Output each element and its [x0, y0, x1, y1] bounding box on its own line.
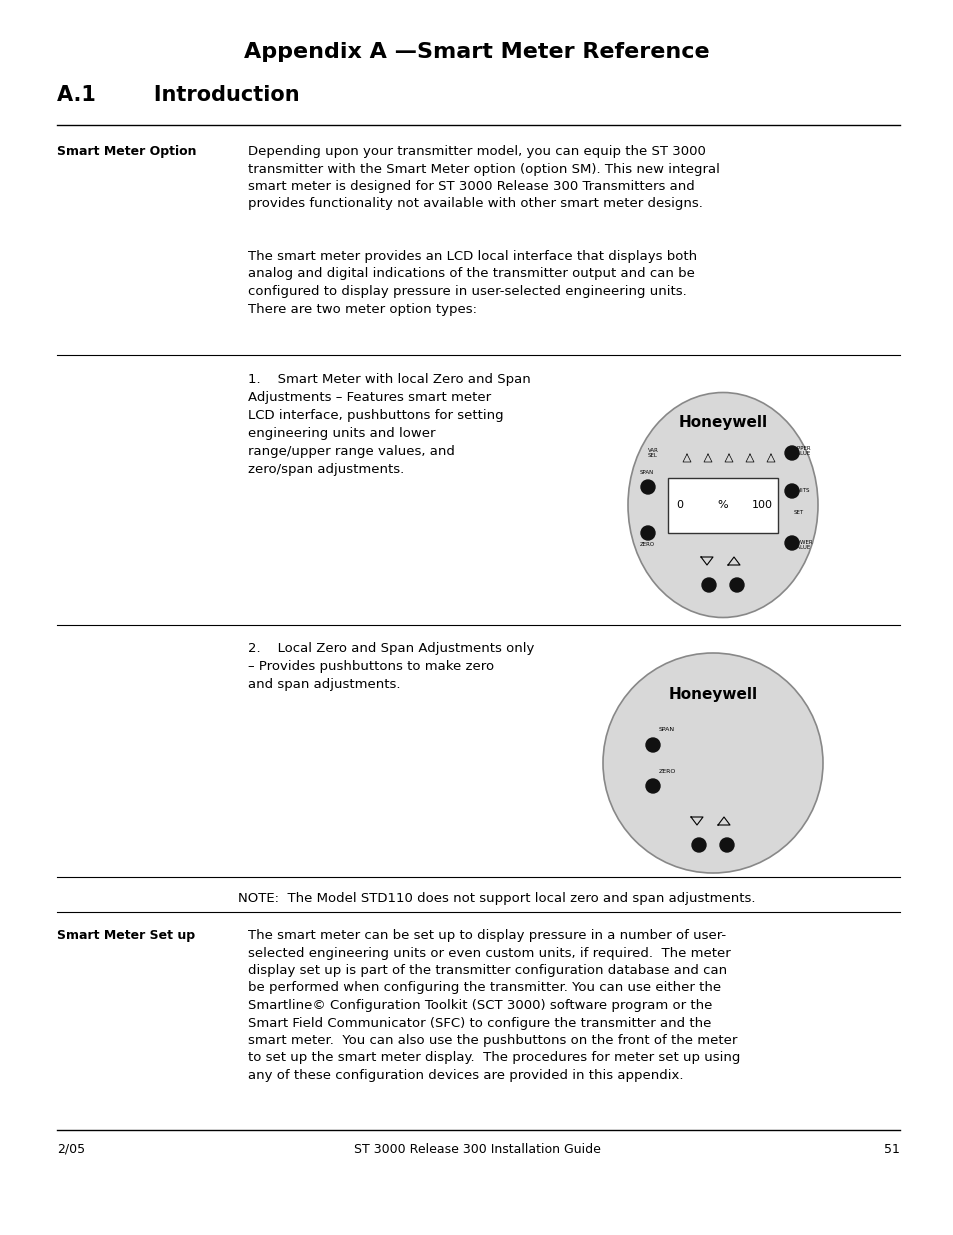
- Text: A.1        Introduction: A.1 Introduction: [57, 85, 299, 105]
- Circle shape: [640, 480, 655, 494]
- Text: SPAN: SPAN: [659, 727, 675, 732]
- Text: ZERO: ZERO: [659, 769, 676, 774]
- Text: VAR
SEL: VAR SEL: [647, 447, 658, 458]
- Text: 2.    Local Zero and Span Adjustments only
– Provides pushbuttons to make zero
a: 2. Local Zero and Span Adjustments only …: [248, 642, 534, 692]
- Text: 51: 51: [883, 1144, 899, 1156]
- Text: 0: 0: [676, 500, 682, 510]
- Text: Smart Meter Option: Smart Meter Option: [57, 144, 196, 158]
- Text: 2/05: 2/05: [57, 1144, 85, 1156]
- Text: Depending upon your transmitter model, you can equip the ST 3000
transmitter wit: Depending upon your transmitter model, y…: [248, 144, 720, 210]
- Circle shape: [784, 446, 799, 459]
- Circle shape: [645, 739, 659, 752]
- Text: Honeywell: Honeywell: [678, 415, 767, 431]
- FancyBboxPatch shape: [667, 478, 778, 534]
- Text: The smart meter can be set up to display pressure in a number of user-
selected : The smart meter can be set up to display…: [248, 929, 740, 1082]
- Circle shape: [784, 536, 799, 550]
- Circle shape: [784, 484, 799, 498]
- Text: Appendix A —Smart Meter Reference: Appendix A —Smart Meter Reference: [244, 42, 709, 62]
- Text: NOTE:  The Model STD110 does not support local zero and span adjustments.: NOTE: The Model STD110 does not support …: [237, 892, 755, 905]
- Text: Honeywell: Honeywell: [668, 688, 757, 703]
- Circle shape: [645, 779, 659, 793]
- Text: ZERO: ZERO: [639, 542, 654, 547]
- Text: The smart meter provides an LCD local interface that displays both
analog and di: The smart meter provides an LCD local in…: [248, 249, 697, 315]
- Circle shape: [691, 839, 705, 852]
- Text: UNITS: UNITS: [793, 489, 810, 494]
- Text: SPAN: SPAN: [639, 471, 654, 475]
- Text: 100: 100: [751, 500, 772, 510]
- Circle shape: [701, 578, 716, 592]
- Circle shape: [602, 653, 822, 873]
- Circle shape: [729, 578, 743, 592]
- Text: LOWER
VALUE: LOWER VALUE: [793, 540, 813, 551]
- Text: SET: SET: [793, 510, 803, 515]
- Text: Smart Meter Set up: Smart Meter Set up: [57, 929, 195, 942]
- Circle shape: [640, 526, 655, 540]
- Ellipse shape: [627, 393, 817, 618]
- Text: ST 3000 Release 300 Installation Guide: ST 3000 Release 300 Installation Guide: [354, 1144, 599, 1156]
- Text: 1.    Smart Meter with local Zero and Span
Adjustments – Features smart meter
LC: 1. Smart Meter with local Zero and Span …: [248, 373, 530, 475]
- Text: UPPER
VALUE: UPPER VALUE: [793, 446, 811, 457]
- Circle shape: [720, 839, 733, 852]
- Text: %: %: [717, 500, 727, 510]
